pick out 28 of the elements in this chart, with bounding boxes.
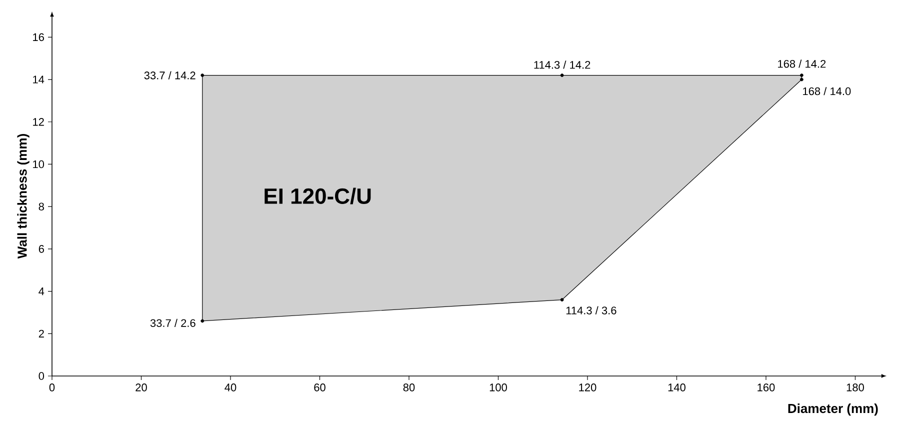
- annotation: 114.3 / 14.2: [534, 60, 590, 69]
- y-tick-label: 8: [38, 202, 44, 210]
- annotation: 114.3 / 3.6: [566, 306, 616, 314]
- y-tick-label: 0: [38, 372, 44, 380]
- y-tick-label: 10: [33, 160, 44, 168]
- y-tick-label: 4: [38, 288, 44, 296]
- annotation: EI 120-C/U: [264, 188, 371, 204]
- x-tick-label: 60: [314, 384, 326, 392]
- x-tick-label: 160: [758, 384, 775, 392]
- y-tick-label: 16: [33, 33, 44, 42]
- y-tick-label: 6: [38, 245, 44, 253]
- x-tick-label: 180: [846, 384, 864, 392]
- x-tick-label: 40: [224, 384, 236, 392]
- x-tick-label: 20: [136, 384, 147, 392]
- annotation: 33.7 / 14.2: [144, 71, 196, 80]
- x-tick-label: 120: [579, 384, 596, 392]
- x-tick-label: 0: [49, 384, 55, 392]
- x-tick-label: 140: [668, 384, 686, 392]
- y-tick-label: 14: [33, 76, 44, 84]
- annotation: 33.7 / 2.6: [150, 318, 196, 327]
- annotation: 168 / 14.2: [778, 60, 826, 68]
- x-tick-label: 80: [403, 384, 415, 392]
- y-tick-label: 2: [38, 330, 44, 338]
- y-axis-title: Wall thickness (mm): [17, 134, 30, 259]
- x-tick-label: 100: [490, 384, 507, 392]
- y-tick-label: 12: [33, 118, 44, 126]
- annotation: 168 / 14.0: [803, 87, 851, 96]
- x-axis-title: Diameter (mm): [788, 404, 878, 416]
